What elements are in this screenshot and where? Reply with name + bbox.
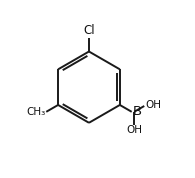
Text: CH₃: CH₃ (26, 107, 46, 117)
Text: OH: OH (145, 100, 161, 110)
Text: B: B (132, 105, 142, 118)
Text: OH: OH (126, 125, 142, 135)
Text: Cl: Cl (83, 24, 95, 37)
